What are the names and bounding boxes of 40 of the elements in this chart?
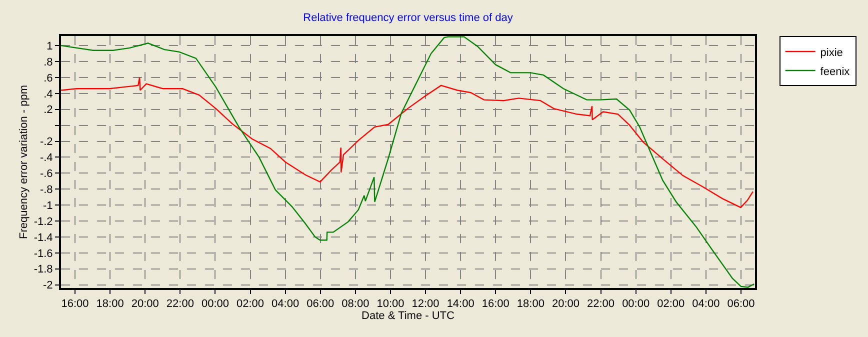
legend-label: feenix bbox=[820, 66, 850, 78]
y-tick-label: -1 bbox=[43, 200, 53, 212]
x-tick-label: 18:00 bbox=[516, 298, 544, 310]
x-tick-label: 12:00 bbox=[412, 298, 440, 310]
y-axis-title: Frequency error variation - ppm bbox=[18, 84, 30, 240]
x-tick-label: 00:00 bbox=[201, 298, 229, 310]
x-tick-label: 16:00 bbox=[482, 298, 510, 310]
x-tick-label: 00:00 bbox=[622, 298, 650, 310]
x-tick-label: 06:00 bbox=[306, 298, 334, 310]
x-tick-label: 02:00 bbox=[657, 298, 685, 310]
y-tick-label: -2 bbox=[43, 280, 53, 292]
y-tick-label: -1.4 bbox=[34, 232, 53, 244]
x-tick-label: 20:00 bbox=[131, 298, 159, 310]
y-tick-label: -1.8 bbox=[34, 264, 53, 276]
x-axis-title: Date & Time - UTC bbox=[362, 310, 455, 322]
x-tick-label: 22:00 bbox=[166, 298, 194, 310]
x-tick-label: 10:00 bbox=[376, 298, 404, 310]
x-tick-label: 04:00 bbox=[692, 298, 720, 310]
x-tick-label: 08:00 bbox=[342, 298, 370, 310]
y-tick-label: -.6 bbox=[40, 168, 53, 180]
x-tick-label: 16:00 bbox=[61, 298, 89, 310]
y-tick-label: .8 bbox=[44, 56, 53, 68]
chart-title: Relative frequency error versus time of day bbox=[303, 12, 514, 24]
x-tick-label: 18:00 bbox=[96, 298, 124, 310]
legend-label: pixie bbox=[820, 46, 843, 59]
y-tick-label: .6 bbox=[44, 72, 53, 84]
y-tick-label: .2 bbox=[44, 104, 53, 116]
x-tick-label: 02:00 bbox=[236, 298, 264, 310]
y-tick-label: -1.2 bbox=[34, 216, 53, 228]
y-tick-label: 1 bbox=[46, 40, 53, 52]
y-tick-label: -1.6 bbox=[34, 248, 53, 260]
y-tick-label: -.2 bbox=[40, 136, 53, 148]
y-tick-label: -.4 bbox=[40, 152, 53, 164]
x-tick-label: 20:00 bbox=[552, 298, 580, 310]
y-tick-label: -.8 bbox=[40, 184, 53, 196]
x-tick-label: 06:00 bbox=[727, 298, 755, 310]
x-tick-label: 04:00 bbox=[272, 298, 300, 310]
x-tick-label: 14:00 bbox=[446, 298, 474, 310]
x-tick-label: 22:00 bbox=[587, 298, 615, 310]
y-tick-label: .4 bbox=[44, 88, 53, 100]
